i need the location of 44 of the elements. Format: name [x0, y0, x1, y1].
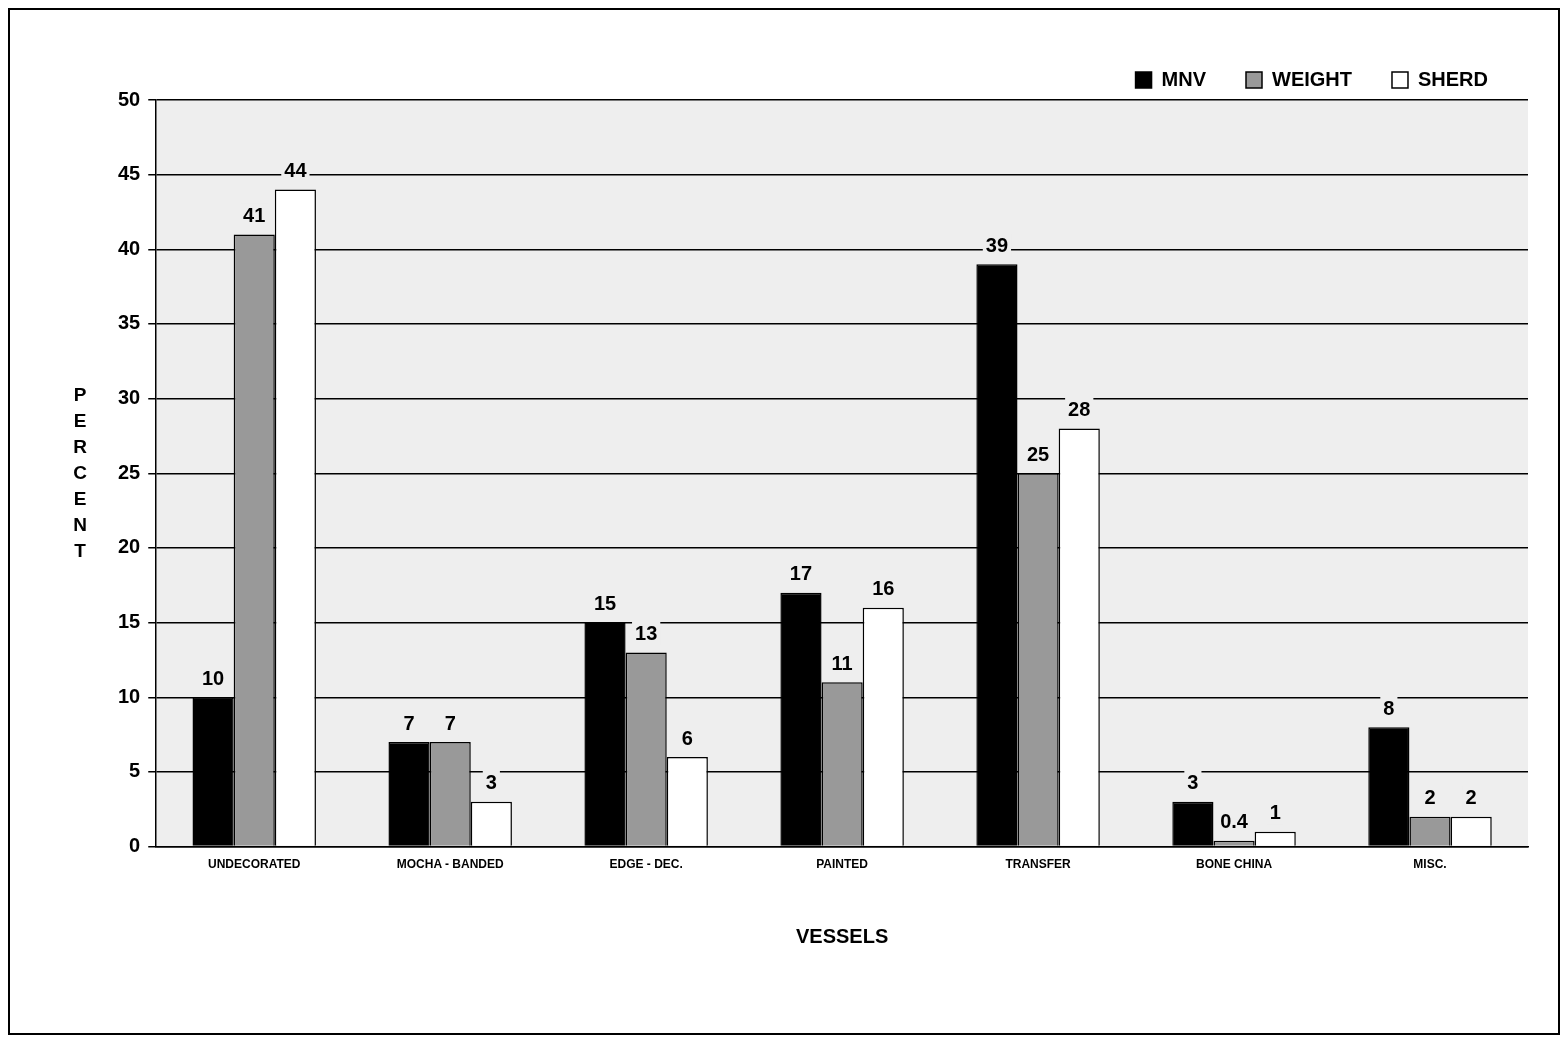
- data-label: 3: [1187, 771, 1199, 794]
- data-label: 0.4: [1220, 810, 1249, 833]
- data-label: 2: [1465, 786, 1477, 809]
- data-label: 16: [872, 577, 895, 600]
- x-tick-label: BONE CHINA: [1196, 857, 1273, 872]
- x-axis-title: VESSELS: [795, 924, 889, 947]
- data-label: 25: [1026, 442, 1050, 465]
- y-tick-label: 50: [118, 87, 141, 110]
- data-label: 11: [831, 651, 853, 674]
- y-tick-label: 20: [118, 535, 141, 558]
- y-tick-label: 35: [118, 311, 141, 334]
- data-label: 7: [403, 711, 415, 734]
- legend-label: MNV: [1161, 67, 1207, 90]
- y-tick-label: 30: [118, 386, 141, 409]
- data-label: 41: [243, 203, 266, 226]
- data-label: 15: [593, 592, 617, 615]
- data-label: 13: [635, 622, 658, 644]
- data-label: 39: [985, 233, 1009, 256]
- y-tick-label: 25: [118, 460, 141, 483]
- data-label: 44: [284, 159, 308, 182]
- data-label: 1: [1269, 801, 1281, 824]
- data-label: 2: [1424, 786, 1436, 809]
- y-tick-label: 45: [118, 162, 141, 185]
- x-tick-label: MOCHA - BANDED: [396, 857, 504, 872]
- y-tick-label: 40: [118, 236, 141, 259]
- data-label: 7: [444, 711, 456, 734]
- data-label: 17: [789, 562, 813, 585]
- x-tick-label: UNDECORATED: [208, 857, 301, 872]
- y-axis-title: PERCENT: [73, 383, 88, 561]
- data-label: 10: [201, 666, 225, 689]
- y-tick-label: 5: [129, 759, 141, 782]
- x-tick-label: MISC.: [1413, 857, 1447, 872]
- data-label: 8: [1383, 696, 1395, 719]
- y-tick-label: 10: [118, 684, 141, 707]
- legend-label: SHERD: [1417, 67, 1489, 90]
- y-tick-label: 15: [118, 610, 141, 633]
- legend-label: WEIGHT: [1272, 67, 1352, 90]
- data-label: 6: [681, 726, 693, 749]
- x-tick-label: EDGE - DEC.: [609, 857, 683, 872]
- data-label: 3: [485, 771, 497, 794]
- y-tick-label: 0: [129, 834, 141, 857]
- data-label: 28: [1068, 398, 1091, 421]
- x-tick-label: TRANSFER: [1005, 857, 1072, 872]
- x-tick-label: PAINTED: [816, 857, 869, 872]
